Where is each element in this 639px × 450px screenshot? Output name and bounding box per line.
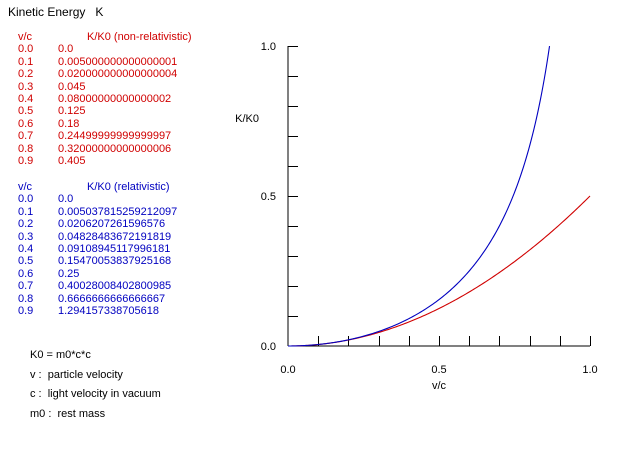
cell-v: 0.2 [18,218,34,231]
cell-v: 0.4 [18,242,34,255]
x-tick-label: 1.0 [582,364,597,376]
series-non-relativistic-line [288,195,591,347]
cell-v: 0.6 [18,117,34,130]
y-axis-label: K/K0 [235,113,259,125]
cell-k: 0.15470053837925168 [58,255,172,268]
series-relativistic-line [288,45,551,347]
cell-k: 0.045 [58,80,86,93]
y-tick-label: 0.5 [261,191,276,203]
cell-v: 0.7 [18,130,34,143]
cell-v: 0.7 [18,280,34,293]
cell-k: 0.24499999999999997 [58,130,172,143]
cell-v: 0.9 [18,154,34,167]
cell-v: 0.6 [18,267,34,280]
cell-k: 0.125 [58,105,86,118]
cell-k: 0.0 [58,43,74,56]
x-axis-label: v/c [432,380,447,392]
cell-v: 0.1 [18,205,34,218]
cell-k: 0.08000000000000002 [58,92,172,105]
cell-v: 0.3 [18,80,34,93]
cell-v: 0.8 [18,292,34,305]
cell-v: 0.9 [18,304,34,317]
note-k0: K0 = m0*c*c [30,349,91,361]
cell-k: 0.25 [58,267,80,280]
cell-k: 0.6666666666666667 [58,292,166,305]
cell-v: 0.1 [18,55,34,68]
cell-k: 0.005000000000000001 [58,55,178,68]
cell-v: 0.5 [18,105,34,118]
notes: K0 = m0*c*c v : particle velocity c : li… [30,346,161,424]
x-tick-label: 0.0 [280,364,295,376]
header-k: K/K0 (non-relativistic) [87,31,192,43]
cell-k: 0.005037815259212097 [58,205,178,218]
cell-k: 0.405 [58,154,86,167]
note-c: c : light velocity in vacuum [30,388,161,400]
cell-v: 0.5 [18,255,34,268]
cell-k: 0.0206207261596576 [58,218,166,231]
cell-k: 0.32000000000000006 [58,142,172,155]
note-v: v : particle velocity [30,368,123,381]
note-m0: m0 : rest mass [30,407,106,420]
cell-k: 1.294157338705618 [58,304,159,317]
y-tick-label: 1.0 [261,41,276,53]
cell-k: 0.09108945117996181 [58,242,171,255]
cell-k: 0.020000000000000004 [58,68,178,81]
cell-v: 0.3 [18,230,34,243]
y-tick-label: 0.0 [261,341,276,353]
header-v: v/c [18,31,33,43]
x-tick-label: 0.5 [431,364,446,376]
header-k: K/K0 (relativistic) [87,181,170,193]
cell-k: 0.18 [58,117,80,130]
cell-k: 0.04828483672191819 [58,230,172,243]
cell-v: 0.2 [18,68,34,81]
cell-v: 0.8 [18,142,34,155]
cell-k: 0.40028008402800985 [58,280,172,293]
cell-v: 0.4 [18,92,34,105]
cell-v: 0.0 [18,193,34,206]
cell-v: 0.0 [18,43,34,56]
header-v: v/c [18,181,33,193]
page-title: Kinetic Energy K [8,5,104,19]
cell-k: 0.0 [58,193,74,206]
